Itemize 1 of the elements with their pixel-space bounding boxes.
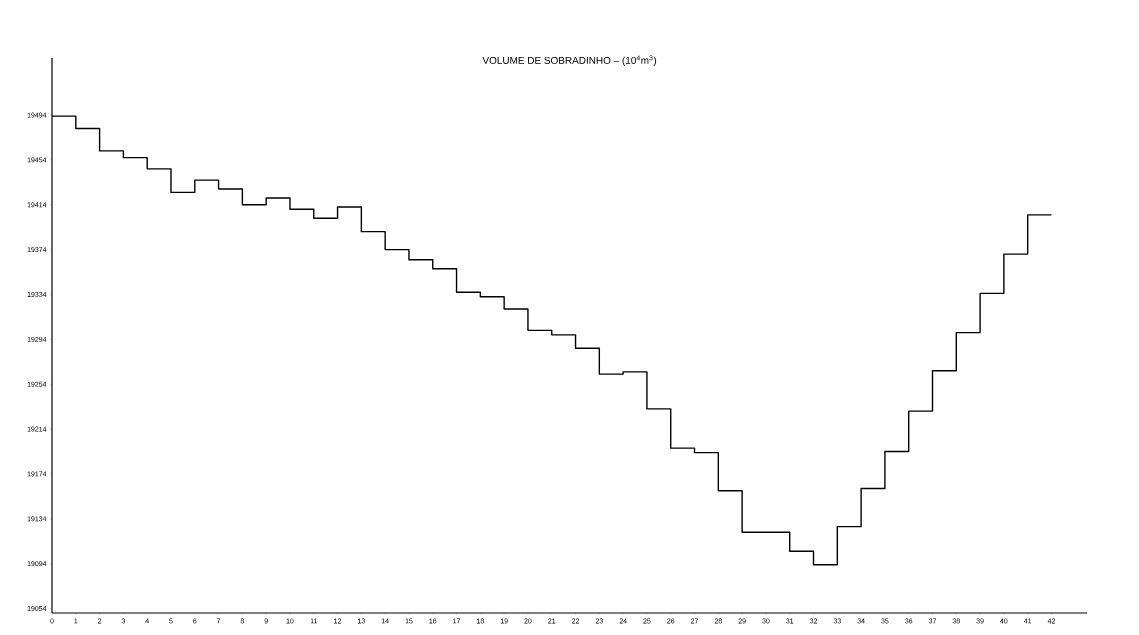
chart-title: VOLUME DE SOBRADINHO – (10$^{4}$m$^{3}$) bbox=[482, 55, 657, 66]
